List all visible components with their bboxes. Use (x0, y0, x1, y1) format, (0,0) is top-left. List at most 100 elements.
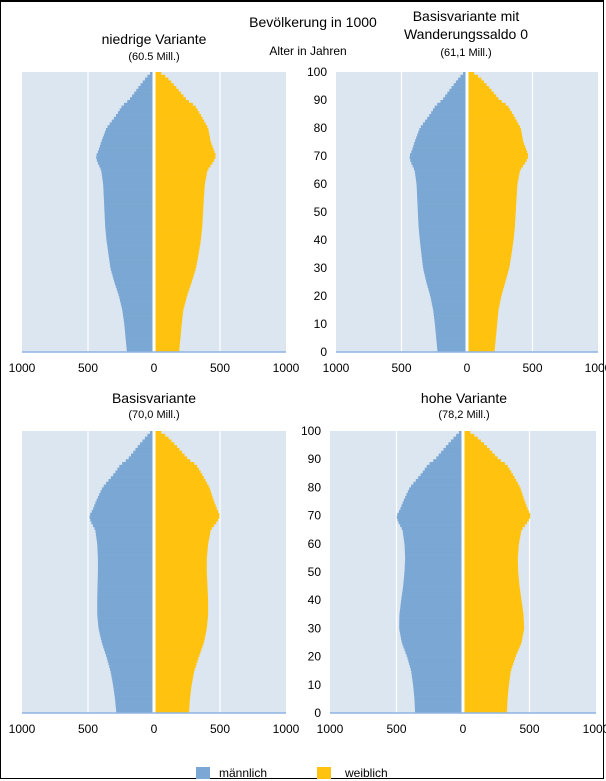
y-tick-label: 100 (301, 424, 321, 438)
bar-male-age-65 (401, 526, 463, 530)
bar-female-age-6 (154, 693, 191, 697)
bar-male-age-65 (100, 167, 154, 171)
bar-female-age-72 (467, 147, 527, 151)
bar-male-age-34 (399, 614, 463, 618)
bar-female-age-15 (467, 307, 499, 311)
bar-male-age-85 (431, 111, 467, 115)
bar-male-age-96 (450, 439, 463, 443)
bar-male-age-88 (122, 462, 154, 466)
bar-female-age-1 (154, 346, 180, 350)
bar-male-age-9 (113, 684, 154, 688)
bar-female-age-40 (154, 237, 202, 241)
bar-male-age-17 (108, 662, 154, 666)
legend-label-male: männlich (219, 766, 267, 780)
bar-male-age-6 (414, 693, 463, 697)
bar-female-age-97 (154, 77, 169, 81)
bar-male-age-28 (99, 631, 154, 635)
bar-male-age-14 (122, 310, 154, 314)
bar-male-age-28 (111, 270, 154, 274)
bar-male-age-5 (414, 696, 463, 700)
bar-male-age-40 (106, 237, 154, 241)
bar-female-age-96 (467, 80, 485, 84)
bar-female-age-0 (154, 710, 190, 714)
bar-female-age-74 (463, 501, 526, 505)
bar-male-age-95 (140, 442, 154, 446)
bar-male-age-36 (420, 248, 467, 252)
bar-female-age-11 (154, 679, 193, 683)
bar-female-age-65 (467, 167, 522, 171)
bar-male-age-6 (125, 332, 154, 336)
bar-male-age-83 (418, 476, 463, 480)
bar-male-age-73 (401, 504, 463, 508)
bar-male-age-35 (421, 251, 467, 255)
bar-female-age-77 (467, 133, 523, 137)
bar-male-age-73 (413, 144, 467, 148)
bar-female-age-81 (467, 122, 519, 126)
bar-male-age-92 (441, 450, 463, 454)
bar-female-age-34 (463, 614, 524, 618)
bar-female-age-15 (463, 667, 512, 671)
bar-male-age-40 (401, 597, 463, 601)
bar-female-age-86 (154, 108, 198, 112)
bar-female-age-72 (463, 507, 528, 511)
bar-male-age-88 (437, 102, 467, 106)
bar-female-age-47 (467, 217, 516, 221)
bar-female-age-14 (463, 670, 511, 674)
bar-female-age-41 (154, 234, 202, 238)
bar-male-age-93 (443, 447, 463, 452)
bar-male-age-8 (413, 687, 463, 691)
bar-male-age-45 (403, 583, 463, 587)
bar-female-age-46 (154, 580, 208, 584)
bar-male-age-90 (443, 97, 467, 101)
bar-female-age-87 (463, 464, 508, 468)
bar-male-age-51 (104, 206, 154, 210)
bar-female-age-64 (463, 529, 522, 533)
bar-female-age-45 (154, 223, 203, 227)
bar-male-age-76 (416, 136, 467, 140)
x-tick-label: 500 (391, 361, 411, 375)
bar-male-age-59 (404, 543, 463, 547)
bar-female-age-68 (467, 158, 527, 162)
bar-female-age-70 (154, 512, 220, 516)
bar-male-age-13 (111, 673, 154, 677)
bar-female-age-22 (154, 287, 190, 291)
bar-male-age-62 (102, 175, 154, 179)
bar-female-age-31 (154, 262, 197, 266)
y-tick-label: 40 (314, 233, 328, 247)
bar-female-age-3 (154, 340, 181, 344)
bar-female-age-9 (154, 324, 182, 328)
bar-female-age-37 (154, 605, 209, 609)
bar-male-age-42 (419, 231, 467, 235)
bar-male-age-33 (421, 256, 467, 260)
bar-female-age-4 (154, 338, 181, 342)
bar-female-age-50 (154, 209, 204, 213)
bar-male-age-67 (97, 161, 154, 165)
bar-female-age-43 (154, 228, 202, 232)
bar-male-age-31 (399, 622, 463, 626)
bar-female-age-59 (154, 543, 208, 547)
bar-male-age-76 (97, 495, 154, 499)
bar-female-age-2 (463, 704, 508, 708)
bar-female-age-44 (154, 226, 203, 230)
bar-female-age-57 (154, 189, 205, 193)
legend-label-female: weiblich (344, 766, 388, 780)
bar-male-age-48 (418, 214, 467, 218)
bar-female-age-59 (154, 184, 205, 188)
bar-female-age-7 (154, 690, 191, 694)
bar-male-age-65 (413, 167, 467, 171)
bar-female-age-32 (154, 619, 208, 624)
bar-male-age-54 (417, 198, 467, 202)
bar-female-age-66 (154, 164, 211, 168)
bar-female-age-16 (154, 304, 185, 308)
bar-male-age-38 (97, 603, 154, 607)
bar-male-age-27 (100, 634, 154, 638)
y-tick-label: 50 (314, 205, 328, 219)
bar-male-age-60 (97, 540, 154, 545)
bar-male-age-80 (410, 484, 463, 488)
bar-female-age-21 (467, 290, 503, 294)
bar-female-age-93 (467, 88, 492, 92)
bar-female-age-98 (467, 74, 479, 78)
panel-title: Basisvariante mit Wanderungssaldo 0 (404, 8, 528, 42)
bar-female-age-67 (154, 161, 213, 165)
bar-female-age-87 (154, 105, 196, 109)
